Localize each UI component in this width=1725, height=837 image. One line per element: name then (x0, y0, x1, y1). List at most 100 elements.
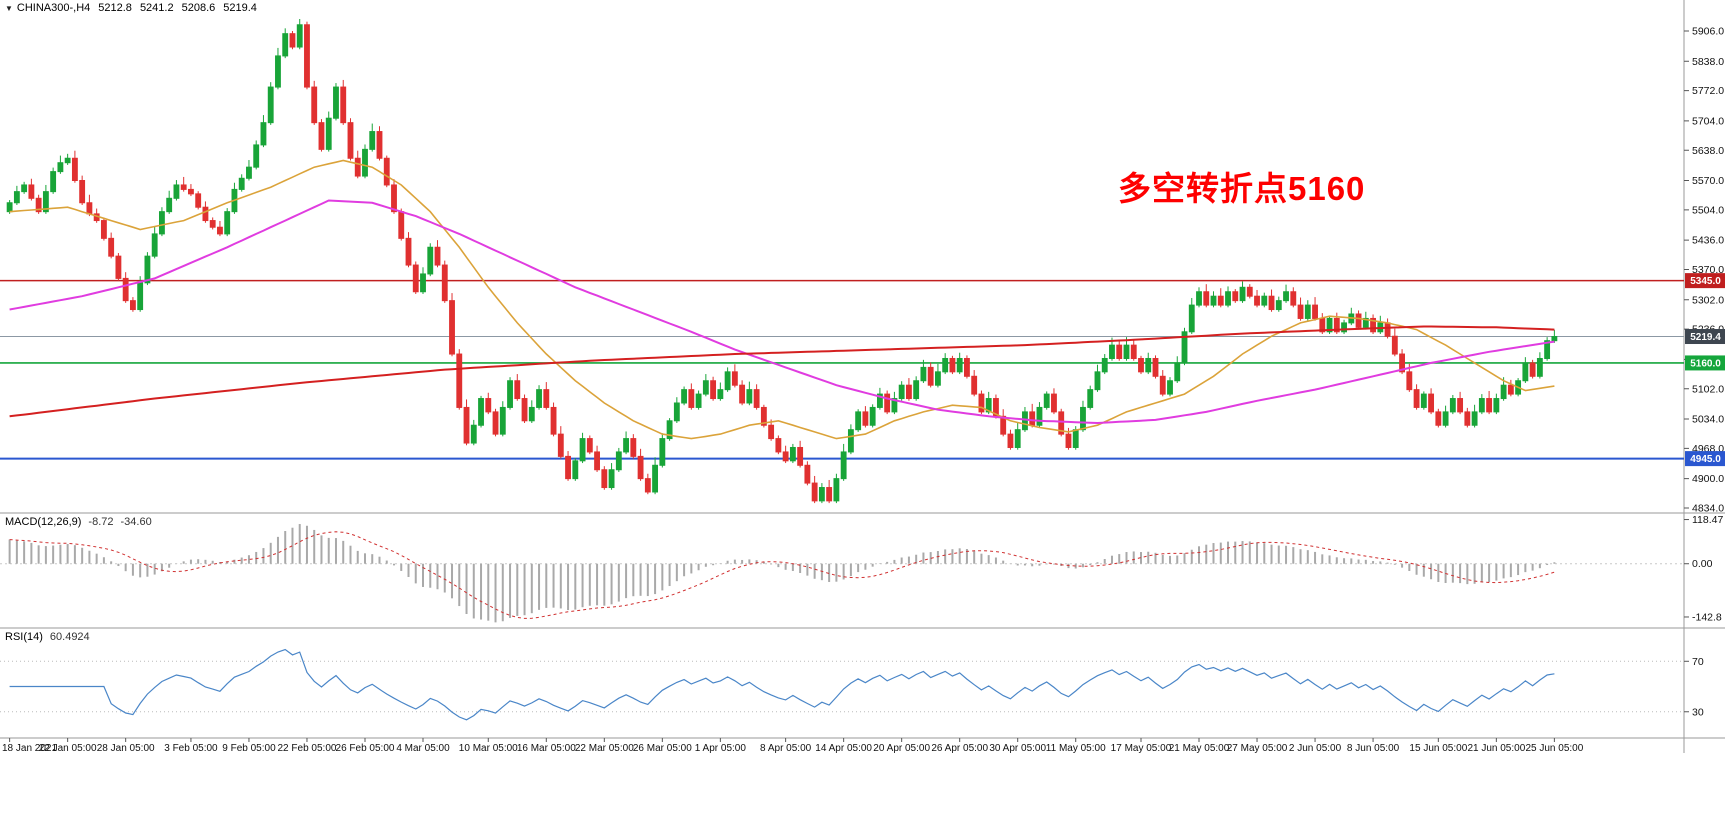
price-tick: 5906.0 (1692, 26, 1724, 38)
candle-body (478, 398, 484, 426)
time-label: 16 Mar 05:00 (517, 743, 576, 754)
candle-body (1043, 393, 1050, 408)
candle-body (195, 193, 202, 208)
candle-body (137, 282, 144, 311)
candle-body (1507, 384, 1514, 395)
candle-body (1159, 375, 1166, 395)
candle-body (1145, 357, 1152, 373)
price-badge (1685, 329, 1725, 345)
candle-body (913, 380, 920, 400)
candle-body (209, 220, 216, 228)
candle-body (855, 411, 862, 431)
candle-body (1188, 304, 1195, 333)
candle-body (811, 482, 818, 502)
macd-signal-value: -34.60 (120, 516, 152, 528)
candle-body (354, 157, 361, 177)
candle-body (1355, 313, 1362, 328)
candle-body (224, 211, 231, 235)
candle-body (267, 86, 274, 124)
candle-body (217, 226, 223, 235)
candle-body (158, 211, 165, 235)
candle-body (391, 184, 397, 213)
candle-body (688, 389, 695, 408)
candle-body (304, 24, 310, 88)
chart-annotation-text: 多空转折点5160 (1118, 170, 1366, 207)
candle-body (1167, 380, 1173, 395)
candle-body (1181, 331, 1188, 364)
candle-body (1536, 357, 1543, 377)
candle-body (470, 424, 477, 444)
candle-body (456, 353, 463, 408)
time-label: 28 Jan 05:00 (97, 743, 155, 754)
candle-body (485, 398, 492, 413)
candle-body (449, 300, 455, 355)
candle-body (362, 148, 368, 177)
candle-body (86, 202, 93, 215)
candle-body (1196, 291, 1202, 306)
candle-body (1464, 411, 1471, 426)
candle-body (1094, 371, 1101, 391)
candle-body (64, 157, 71, 164)
rsi-indicator-label: RSI(14) 60.4924 (5, 631, 90, 643)
candle-body (1544, 340, 1551, 359)
candle-body (717, 389, 724, 400)
candle-body (1275, 300, 1282, 311)
candle-body (905, 384, 912, 400)
candle-body (1210, 295, 1217, 306)
candle-body (681, 389, 688, 404)
time-label: 18 Jan 2021 (2, 743, 57, 754)
time-label: 26 Feb 05:00 (336, 743, 395, 754)
candle-body (536, 389, 542, 408)
candle-body (333, 86, 339, 119)
price-badge-label: 4945.0 (1690, 454, 1721, 465)
candle-body (369, 131, 376, 150)
candle-body (594, 451, 600, 471)
rsi-name: RSI(14) (5, 631, 43, 643)
candle-body (601, 469, 608, 489)
rsi-tick: 70 (1692, 656, 1704, 668)
candle-body (586, 438, 593, 453)
time-label: 25 Jun 05:00 (1525, 743, 1583, 754)
candle-body (463, 406, 470, 444)
candle-body (739, 384, 746, 404)
candle-body (1116, 344, 1123, 359)
candle-body (746, 389, 753, 404)
price-tick: 5436.0 (1692, 235, 1724, 247)
symbol-dropdown-icon[interactable]: ▼ (5, 4, 13, 13)
candle-body (492, 411, 499, 435)
candle-body (427, 246, 434, 275)
candle-body (1449, 398, 1456, 413)
ma-fast-orange (9, 159, 1555, 440)
candle-body (57, 162, 64, 173)
candle-body (710, 380, 717, 400)
candle-body (376, 131, 383, 159)
candle-body (1101, 357, 1108, 373)
candle-body (420, 273, 426, 293)
candle-body (768, 424, 775, 440)
candle-body (180, 184, 187, 190)
candle-body (666, 420, 673, 440)
price-tick: 5370.0 (1692, 264, 1724, 276)
time-label: 4 Mar 05:00 (396, 743, 450, 754)
candle-body (1457, 398, 1464, 413)
candle-body (840, 451, 847, 480)
candle-body (1406, 371, 1413, 391)
macd-name: MACD(12,26,9) (5, 516, 82, 528)
candle-body (1072, 429, 1079, 448)
candle-body (1138, 357, 1144, 373)
candle-body (724, 371, 731, 391)
candle-body (71, 157, 78, 182)
ohlc-low: 5208.6 (181, 2, 216, 14)
candle-body (1051, 393, 1057, 413)
candle-body (1442, 411, 1449, 426)
candle-body (1333, 317, 1340, 333)
candle-body (1500, 384, 1507, 400)
candle-body (1384, 322, 1391, 337)
candle-body (1036, 406, 1043, 426)
macd-tick: -142.8 (1692, 611, 1722, 623)
candle-body (731, 371, 738, 386)
candle-body (1297, 304, 1304, 319)
candle-body (956, 357, 963, 373)
